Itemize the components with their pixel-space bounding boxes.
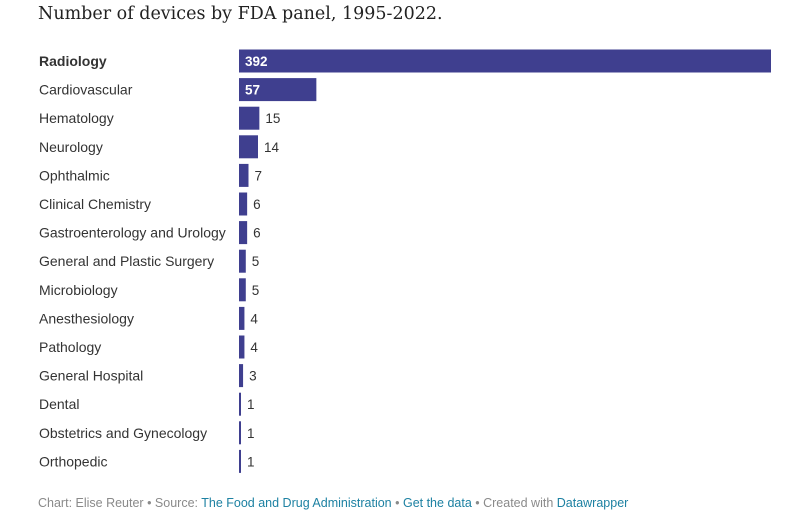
value-label-microbiology: 5 xyxy=(252,283,260,298)
bar-neurology xyxy=(239,135,258,159)
category-label-general-and-plastic-surgery: General and Plastic Surgery xyxy=(39,253,214,269)
value-label-general-and-plastic-surgery: 5 xyxy=(252,254,260,269)
category-label-anesthesiology: Anesthesiology xyxy=(39,310,134,326)
bar-clinical-chemistry xyxy=(239,192,248,216)
value-label-dental: 1 xyxy=(247,397,255,412)
bar-pathology xyxy=(239,335,245,359)
category-label-neurology: Neurology xyxy=(39,139,103,155)
value-label-clinical-chemistry: 6 xyxy=(253,197,261,212)
category-label-hematology: Hematology xyxy=(39,110,114,126)
value-label-radiology: 392 xyxy=(245,54,268,69)
bar-orthopedic xyxy=(239,449,241,473)
category-label-clinical-chemistry: Clinical Chemistry xyxy=(39,196,151,212)
category-label-general-hospital: General Hospital xyxy=(39,368,143,384)
bar-general-and-plastic-surgery xyxy=(239,249,246,273)
get-data-link[interactable]: Get the data xyxy=(402,496,472,510)
value-label-gastroenterology-and-urology: 6 xyxy=(253,226,261,241)
bar-obstetrics-and-gynecology xyxy=(239,421,241,445)
value-label-general-hospital: 3 xyxy=(249,369,257,384)
category-label-dental: Dental xyxy=(39,396,79,412)
category-label-gastroenterology-and-urology: Gastroenterology and Urology xyxy=(39,225,226,241)
category-label-radiology: Radiology xyxy=(39,53,107,69)
bar-ophthalmic xyxy=(239,163,249,187)
value-label-neurology: 14 xyxy=(264,140,280,155)
bar-dental xyxy=(239,392,241,416)
chart-title: Number of devices by FDA panel, 1995-202… xyxy=(38,4,443,24)
source-link[interactable]: The Food and Drug Administration xyxy=(201,496,392,510)
value-label-ophthalmic: 7 xyxy=(255,168,263,183)
footer-created-with: • Created with xyxy=(471,496,557,510)
bar-anesthesiology xyxy=(239,306,245,330)
bar-gastroenterology-and-urology xyxy=(239,221,248,245)
category-label-pathology: Pathology xyxy=(39,339,101,355)
chart-footer: Chart: Elise Reuter • Source: The Food a… xyxy=(38,496,628,510)
category-label-microbiology: Microbiology xyxy=(39,282,118,298)
bar-cardiovascular xyxy=(239,78,317,102)
category-label-ophthalmic: Ophthalmic xyxy=(39,167,110,183)
bar-general-hospital xyxy=(239,364,244,388)
category-label-obstetrics-and-gynecology: Obstetrics and Gynecology xyxy=(39,425,207,441)
value-label-orthopedic: 1 xyxy=(247,454,255,469)
category-label-cardiovascular: Cardiovascular xyxy=(39,82,133,98)
bar-microbiology xyxy=(239,278,246,302)
value-label-anesthesiology: 4 xyxy=(250,311,258,326)
category-label-orthopedic: Orthopedic xyxy=(39,453,107,469)
value-label-hematology: 15 xyxy=(265,111,280,126)
value-label-obstetrics-and-gynecology: 1 xyxy=(247,426,255,441)
footer-separator: • xyxy=(391,496,403,510)
value-label-cardiovascular: 57 xyxy=(245,83,260,98)
datawrapper-link[interactable]: Datawrapper xyxy=(556,496,629,510)
footer-credit: Chart: Elise Reuter • Source: xyxy=(38,496,202,510)
value-label-pathology: 4 xyxy=(250,340,258,355)
bar-radiology xyxy=(239,49,771,73)
bar-hematology xyxy=(239,106,260,130)
